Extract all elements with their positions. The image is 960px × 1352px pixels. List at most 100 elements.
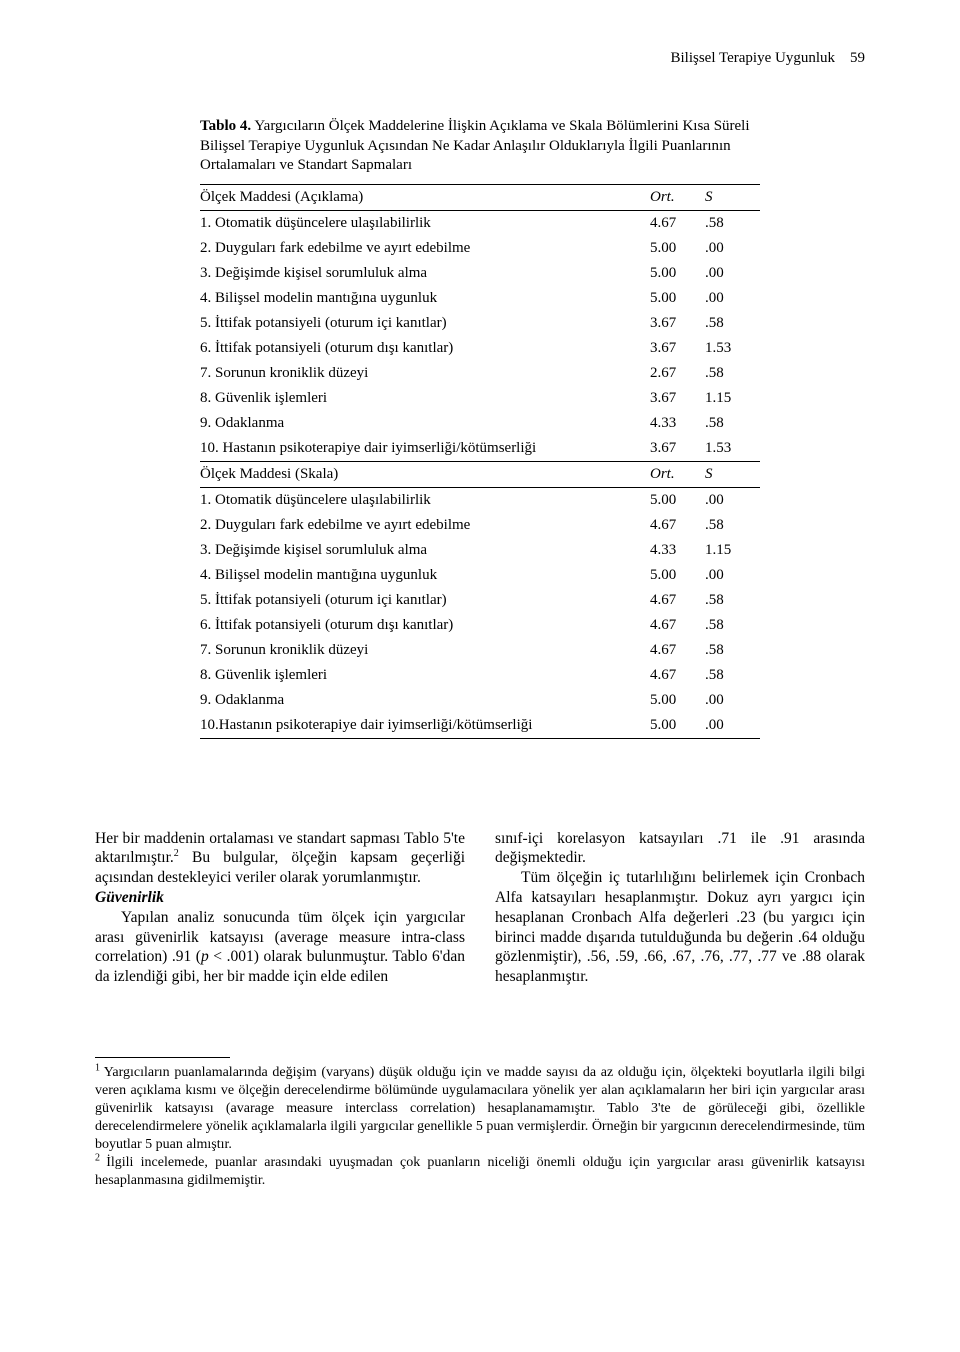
cell-ort: 4.33 bbox=[642, 538, 705, 563]
table-row: 4. Bilişsel modelin mantığına uygunluk5.… bbox=[200, 563, 760, 588]
cell-ort: 5.00 bbox=[642, 286, 705, 311]
cell-s: 1.53 bbox=[705, 436, 760, 462]
table-label: Tablo 4. bbox=[200, 118, 251, 134]
footnote-1: 1 Yargıcıların puanlamalarında değişim (… bbox=[95, 1064, 865, 1154]
table-row: 1. Otomatik düşüncelere ulaşılabilirlik5… bbox=[200, 487, 760, 513]
cell-label: 8. Güvenlik işlemleri bbox=[200, 663, 642, 688]
section-heading: Güvenirlik bbox=[95, 888, 465, 908]
cell-s: .00 bbox=[705, 688, 760, 713]
cell-label: 3. Değişimde kişisel sorumluluk alma bbox=[200, 261, 642, 286]
running-head: Bilişsel Terapiye Uygunluk 59 bbox=[95, 50, 865, 67]
cell-s: .00 bbox=[705, 563, 760, 588]
cell-ort: 4.67 bbox=[642, 588, 705, 613]
cell-label: 10. Hastanın psikoterapiye dair iyimserl… bbox=[200, 436, 642, 462]
cell-label: 3. Değişimde kişisel sorumluluk alma bbox=[200, 538, 642, 563]
table-row: 10.Hastanın psikoterapiye dair iyimserli… bbox=[200, 713, 760, 739]
table-row: 9. Odaklanma4.33.58 bbox=[200, 411, 760, 436]
cell-s: .58 bbox=[705, 311, 760, 336]
table-row: 9. Odaklanma5.00.00 bbox=[200, 688, 760, 713]
cell-ort: 3.67 bbox=[642, 436, 705, 462]
cell-label: 9. Odaklanma bbox=[200, 411, 642, 436]
cell-label: 4. Bilişsel modelin mantığına uygunluk bbox=[200, 563, 642, 588]
cell-label: 2. Duyguları fark edebilme ve ayırt edeb… bbox=[200, 513, 642, 538]
cell-label: 4. Bilişsel modelin mantığına uygunluk bbox=[200, 286, 642, 311]
paragraph: sınıf-içi korelasyon katsayıları .71 ile… bbox=[495, 829, 865, 869]
left-column: Her bir maddenin ortalaması ve standart … bbox=[95, 829, 465, 988]
table-row: 1. Otomatik düşüncelere ulaşılabilirlik4… bbox=[200, 210, 760, 236]
cell-ort: 3.67 bbox=[642, 311, 705, 336]
document-page: Bilişsel Terapiye Uygunluk 59 Tablo 4. Y… bbox=[0, 0, 960, 1352]
cell-label: 6. İttifak potansiyeli (oturum dışı kanı… bbox=[200, 613, 642, 638]
cell-label: 2. Duyguları fark edebilme ve ayırt edeb… bbox=[200, 236, 642, 261]
col-label: Ölçek Maddesi (Açıklama) bbox=[200, 184, 642, 210]
table-row: 2. Duyguları fark edebilme ve ayırt edeb… bbox=[200, 236, 760, 261]
cell-ort: 4.67 bbox=[642, 513, 705, 538]
cell-label: 8. Güvenlik işlemleri bbox=[200, 386, 642, 411]
cell-s: .00 bbox=[705, 286, 760, 311]
cell-s: .00 bbox=[705, 713, 760, 739]
cell-ort: 3.67 bbox=[642, 386, 705, 411]
table-caption: Tablo 4. Yargıcıların Ölçek Maddelerine … bbox=[200, 117, 760, 176]
table-row: 6. İttifak potansiyeli (oturum dışı kanı… bbox=[200, 613, 760, 638]
cell-ort: 5.00 bbox=[642, 688, 705, 713]
table-4: Tablo 4. Yargıcıların Ölçek Maddelerine … bbox=[200, 117, 760, 739]
cell-label: 5. İttifak potansiyeli (oturum içi kanıt… bbox=[200, 588, 642, 613]
table-row: 3. Değişimde kişisel sorumluluk alma4.33… bbox=[200, 538, 760, 563]
cell-s: 1.15 bbox=[705, 538, 760, 563]
cell-s: 1.53 bbox=[705, 336, 760, 361]
footnotes-rule bbox=[95, 1057, 230, 1064]
page-number: 59 bbox=[850, 50, 865, 66]
paragraph: Tüm ölçeğin iç tutarlılığını belirlemek … bbox=[495, 868, 865, 987]
cell-ort: 2.67 bbox=[642, 361, 705, 386]
paragraph: Yapılan analiz sonucunda tüm ölçek için … bbox=[95, 908, 465, 987]
cell-ort: 5.00 bbox=[642, 713, 705, 739]
table-header-row: Ölçek Maddesi (Açıklama) Ort. S bbox=[200, 184, 760, 210]
col-ort: Ort. bbox=[642, 184, 705, 210]
cell-ort: 4.67 bbox=[642, 210, 705, 236]
table-header-row: Ölçek Maddesi (Skala) Ort. S bbox=[200, 461, 760, 487]
running-head-title: Bilişsel Terapiye Uygunluk bbox=[671, 50, 836, 66]
cell-ort: 4.67 bbox=[642, 638, 705, 663]
table-row: 7. Sorunun kroniklik düzeyi2.67.58 bbox=[200, 361, 760, 386]
table-row: 4. Bilişsel modelin mantığına uygunluk5.… bbox=[200, 286, 760, 311]
cell-label: 7. Sorunun kroniklik düzeyi bbox=[200, 638, 642, 663]
body-columns: Her bir maddenin ortalaması ve standart … bbox=[95, 829, 865, 988]
footnotes: 1 Yargıcıların puanlamalarında değişim (… bbox=[95, 1064, 865, 1189]
cell-label: 9. Odaklanma bbox=[200, 688, 642, 713]
cell-s: .58 bbox=[705, 588, 760, 613]
cell-s: .00 bbox=[705, 487, 760, 513]
cell-ort: 5.00 bbox=[642, 487, 705, 513]
cell-s: .58 bbox=[705, 663, 760, 688]
paragraph: Her bir maddenin ortalaması ve standart … bbox=[95, 829, 465, 888]
col-ort: Ort. bbox=[642, 461, 705, 487]
cell-ort: 4.67 bbox=[642, 613, 705, 638]
table-row: 5. İttifak potansiyeli (oturum içi kanıt… bbox=[200, 311, 760, 336]
cell-ort: 5.00 bbox=[642, 563, 705, 588]
table-row: 3. Değişimde kişisel sorumluluk alma5.00… bbox=[200, 261, 760, 286]
table-row: 5. İttifak potansiyeli (oturum içi kanıt… bbox=[200, 588, 760, 613]
cell-ort: 3.67 bbox=[642, 336, 705, 361]
table-row: 2. Duyguları fark edebilme ve ayırt edeb… bbox=[200, 513, 760, 538]
table-row: 10. Hastanın psikoterapiye dair iyimserl… bbox=[200, 436, 760, 462]
cell-ort: 4.33 bbox=[642, 411, 705, 436]
cell-ort: 5.00 bbox=[642, 236, 705, 261]
table-row: 8. Güvenlik işlemleri3.671.15 bbox=[200, 386, 760, 411]
table-row: 7. Sorunun kroniklik düzeyi4.67.58 bbox=[200, 638, 760, 663]
cell-label: 7. Sorunun kroniklik düzeyi bbox=[200, 361, 642, 386]
cell-s: .58 bbox=[705, 613, 760, 638]
table-caption-text: Yargıcıların Ölçek Maddelerine İlişkin A… bbox=[200, 118, 750, 173]
cell-s: .00 bbox=[705, 236, 760, 261]
table-row: 8. Güvenlik işlemleri4.67.58 bbox=[200, 663, 760, 688]
cell-s: .58 bbox=[705, 210, 760, 236]
cell-label: 1. Otomatik düşüncelere ulaşılabilirlik bbox=[200, 210, 642, 236]
cell-s: .00 bbox=[705, 261, 760, 286]
cell-ort: 4.67 bbox=[642, 663, 705, 688]
cell-ort: 5.00 bbox=[642, 261, 705, 286]
cell-label: 1. Otomatik düşüncelere ulaşılabilirlik bbox=[200, 487, 642, 513]
data-table: Ölçek Maddesi (Açıklama) Ort. S 1. Otoma… bbox=[200, 184, 760, 739]
cell-label: 5. İttifak potansiyeli (oturum içi kanıt… bbox=[200, 311, 642, 336]
cell-s: 1.15 bbox=[705, 386, 760, 411]
table-row: 6. İttifak potansiyeli (oturum dışı kanı… bbox=[200, 336, 760, 361]
footnote-2: 2 İlgili incelemede, puanlar arasındaki … bbox=[95, 1154, 865, 1190]
cell-label: 10.Hastanın psikoterapiye dair iyimserli… bbox=[200, 713, 642, 739]
